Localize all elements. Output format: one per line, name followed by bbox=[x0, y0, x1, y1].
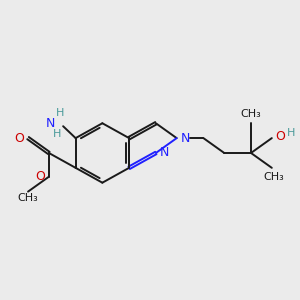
Text: CH₃: CH₃ bbox=[263, 172, 284, 182]
Text: CH₃: CH₃ bbox=[18, 193, 38, 203]
Text: N: N bbox=[160, 146, 169, 160]
Text: O: O bbox=[15, 132, 25, 145]
Text: O: O bbox=[275, 130, 285, 143]
Text: O: O bbox=[35, 170, 45, 183]
Text: H: H bbox=[287, 128, 295, 138]
Text: H: H bbox=[52, 129, 61, 139]
Text: CH₃: CH₃ bbox=[241, 109, 261, 119]
Text: N: N bbox=[45, 117, 55, 130]
Text: H: H bbox=[56, 108, 65, 118]
Text: N: N bbox=[181, 132, 190, 145]
